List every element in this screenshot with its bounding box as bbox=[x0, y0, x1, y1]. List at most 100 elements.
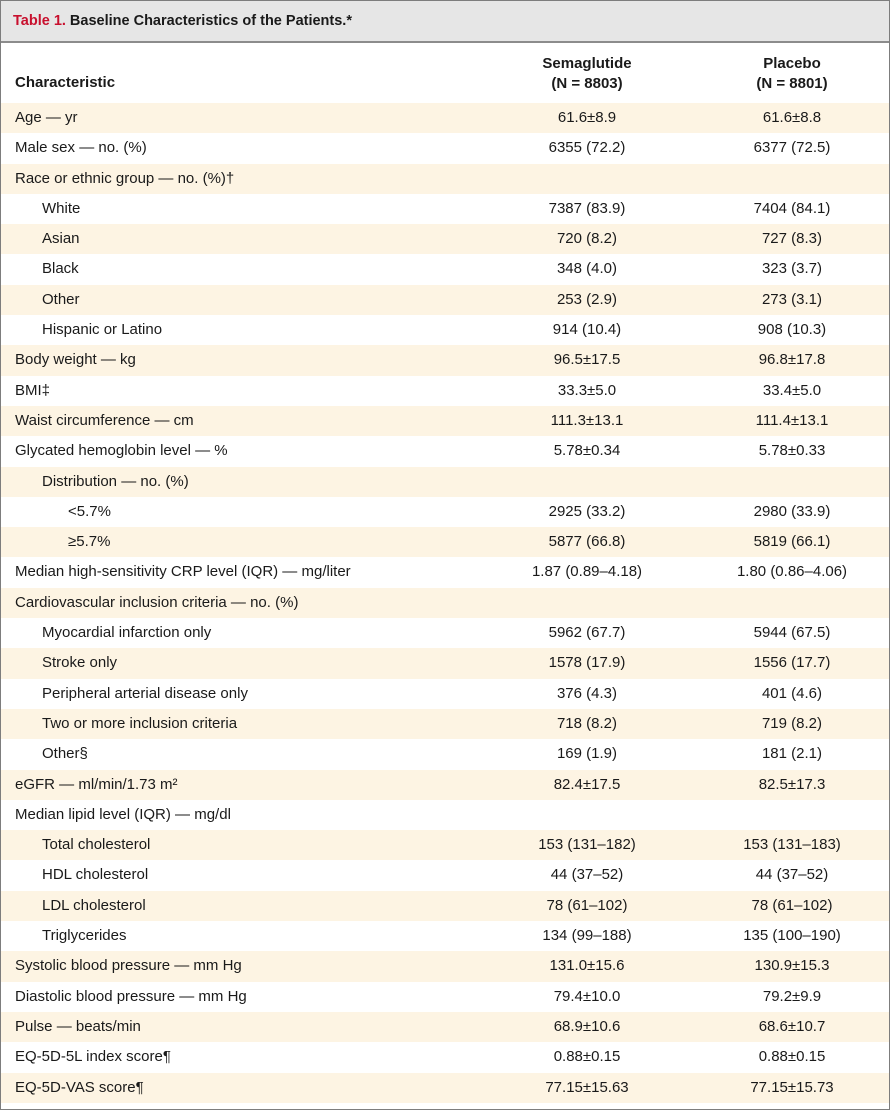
placebo-value: 5944 (67.5) bbox=[753, 624, 831, 642]
row-label: Median high-sensitivity CRP level (IQR) … bbox=[15, 563, 351, 581]
table-body: Age — yr 61.6±8.9 61.6±8.8 Male sex — no. … bbox=[1, 103, 889, 1103]
placebo-value: 33.4±5.0 bbox=[762, 381, 822, 399]
placebo-value: 1556 (17.7) bbox=[753, 654, 831, 672]
table-row: BMI‡ 33.3±5.0 33.4±5.0 bbox=[1, 375, 889, 406]
placebo-value: 401 (4.6) bbox=[761, 684, 823, 702]
table-row: Other 253 (2.9) 273 (3.1) bbox=[1, 284, 889, 316]
row-label: White bbox=[42, 199, 81, 217]
header-placebo: Placebo (N = 8801) bbox=[702, 54, 882, 94]
row-label: Systolic blood pressure — mm Hg bbox=[15, 957, 242, 975]
row-label: EQ-5D-VAS score¶ bbox=[15, 1078, 144, 1096]
table-row: Median high-sensitivity CRP level (IQR) … bbox=[1, 557, 889, 588]
table-row: Systolic blood pressure — mm Hg 131.0±15.… bbox=[1, 951, 889, 982]
row-label: HDL cholesterol bbox=[42, 866, 149, 884]
semaglutide-value: 376 (4.3) bbox=[556, 684, 618, 702]
placebo-value: 908 (10.3) bbox=[757, 321, 827, 339]
placebo-value: 61.6±8.8 bbox=[762, 109, 822, 126]
semaglutide-value: 153 (131–182) bbox=[538, 836, 636, 854]
table-row: Peripheral arterial disease only 376 (4.3… bbox=[1, 678, 889, 709]
placebo-value: 1.80 (0.86–4.06) bbox=[736, 563, 848, 581]
row-label: Total cholesterol bbox=[42, 836, 151, 854]
table-row: HDL cholesterol 44 (37–52) 44 (37–52) bbox=[1, 860, 889, 891]
placebo-value: 77.15±15.73 bbox=[750, 1078, 834, 1096]
table-row: Age — yr 61.6±8.9 61.6±8.8 bbox=[1, 103, 889, 134]
table-title-bar: Table 1. Baseline Characteristics of the… bbox=[1, 1, 889, 43]
placebo-value: 6377 (72.5) bbox=[753, 139, 831, 157]
table-row: <5.7% 2925 (33.2) 2980 (33.9) bbox=[1, 496, 889, 528]
table-row: Myocardial infarction only 5962 (67.7) 594… bbox=[1, 618, 889, 649]
row-label: Stroke only bbox=[42, 654, 118, 672]
row-label: Black bbox=[42, 260, 79, 278]
row-label: BMI‡ bbox=[15, 381, 51, 399]
table-row: eGFR — ml/min/1.73 m² 82.4±17.5 82.5±17.3 bbox=[1, 769, 889, 800]
row-label: Waist circumference — cm bbox=[15, 411, 194, 429]
table-row: Hispanic or Latino 914 (10.4) 908 (10.3) bbox=[1, 315, 889, 346]
column-header: Characteristic Semaglutide (N = 8803) Pl… bbox=[1, 43, 889, 103]
table-row: Total cholesterol 153 (131–182) 153 (131–1… bbox=[1, 830, 889, 861]
placebo-value: 153 (131–183) bbox=[743, 836, 841, 854]
table-row: Black 348 (4.0) 323 (3.7) bbox=[1, 254, 889, 285]
semaglutide-value: 111.3±13.1 bbox=[550, 411, 624, 429]
semaglutide-value: 82.4±17.5 bbox=[553, 775, 621, 793]
row-label: Peripheral arterial disease only bbox=[42, 684, 248, 702]
header-characteristic: Characteristic bbox=[15, 74, 116, 91]
header-placebo-name: Placebo bbox=[763, 55, 821, 72]
table-row: Stroke only 1578 (17.9) 1556 (17.7) bbox=[1, 648, 889, 679]
row-label: ≥5.7% bbox=[68, 533, 111, 551]
semaglutide-value: 253 (2.9) bbox=[556, 290, 618, 308]
header-placebo-n: (N = 8801) bbox=[756, 75, 828, 92]
row-label: Cardiovascular inclusion criteria — no. … bbox=[15, 593, 299, 611]
row-label: Median lipid level (IQR) — mg/dl bbox=[15, 805, 231, 823]
semaglutide-value: 720 (8.2) bbox=[556, 230, 618, 248]
semaglutide-value: 6355 (72.2) bbox=[548, 139, 626, 157]
header-semaglutide-n: (N = 8803) bbox=[551, 75, 623, 92]
placebo-value: 79.2±9.9 bbox=[762, 987, 822, 1005]
table-row: EQ-5D-VAS score¶ 77.15±15.63 77.15±15.73 bbox=[1, 1072, 889, 1103]
semaglutide-value: 5877 (66.8) bbox=[548, 533, 626, 551]
semaglutide-value: 0.88±0.15 bbox=[553, 1048, 621, 1066]
semaglutide-value: 348 (4.0) bbox=[556, 260, 618, 278]
placebo-value: 68.6±10.7 bbox=[758, 1017, 826, 1035]
table-row: Triglycerides 134 (99–188) 135 (100–190) bbox=[1, 921, 889, 952]
table-row: Cardiovascular inclusion criteria — no. … bbox=[1, 587, 889, 619]
row-label: Asian bbox=[42, 230, 80, 248]
row-label: Age — yr bbox=[15, 109, 78, 126]
placebo-value: 130.9±15.3 bbox=[754, 957, 830, 975]
row-label: Myocardial infarction only bbox=[42, 624, 212, 642]
header-semaglutide-name: Semaglutide bbox=[542, 55, 632, 72]
placebo-value: 719 (8.2) bbox=[761, 714, 823, 732]
semaglutide-value: 5.78±0.34 bbox=[553, 442, 621, 460]
row-label: Pulse — beats/min bbox=[15, 1017, 141, 1035]
row-label: Male sex — no. (%) bbox=[15, 139, 147, 157]
table-row: Asian 720 (8.2) 727 (8.3) bbox=[1, 224, 889, 255]
table-row: LDL cholesterol 78 (61–102) 78 (61–102) bbox=[1, 890, 889, 922]
placebo-value: 181 (2.1) bbox=[761, 745, 823, 763]
placebo-value: 323 (3.7) bbox=[761, 260, 823, 278]
row-label: Other§ bbox=[42, 745, 88, 763]
table-row: Median lipid level (IQR) — mg/dl bbox=[1, 799, 889, 831]
semaglutide-value: 718 (8.2) bbox=[556, 714, 618, 732]
row-label: LDL cholesterol bbox=[42, 896, 146, 914]
row-label: Other bbox=[42, 290, 80, 308]
table-row: Male sex — no. (%) 6355 (72.2) 6377 (72.5) bbox=[1, 133, 889, 164]
placebo-value: 96.8±17.8 bbox=[758, 351, 826, 369]
row-label: <5.7% bbox=[68, 502, 111, 520]
semaglutide-value: 1.87 (0.89–4.18) bbox=[531, 563, 643, 581]
placebo-value: 0.88±0.15 bbox=[758, 1048, 826, 1066]
table-row: Two or more inclusion criteria 718 (8.2) 7… bbox=[1, 708, 889, 740]
row-label: Hispanic or Latino bbox=[42, 321, 163, 339]
table-number: Table 1. bbox=[13, 13, 66, 29]
semaglutide-value: 1578 (17.9) bbox=[548, 654, 626, 672]
row-label: eGFR — ml/min/1.73 m² bbox=[15, 775, 178, 793]
row-label: Triglycerides bbox=[42, 927, 127, 945]
semaglutide-value: 78 (61–102) bbox=[546, 896, 628, 914]
placebo-value: 5819 (66.1) bbox=[753, 533, 831, 551]
placebo-value: 273 (3.1) bbox=[761, 290, 823, 308]
table-row: Distribution — no. (%) bbox=[1, 466, 889, 497]
placebo-value: 111.4±13.1 bbox=[755, 411, 829, 429]
semaglutide-value: 914 (10.4) bbox=[552, 321, 622, 339]
semaglutide-value: 44 (37–52) bbox=[550, 866, 624, 884]
semaglutide-value: 169 (1.9) bbox=[556, 745, 618, 763]
placebo-value: 44 (37–52) bbox=[755, 866, 829, 884]
